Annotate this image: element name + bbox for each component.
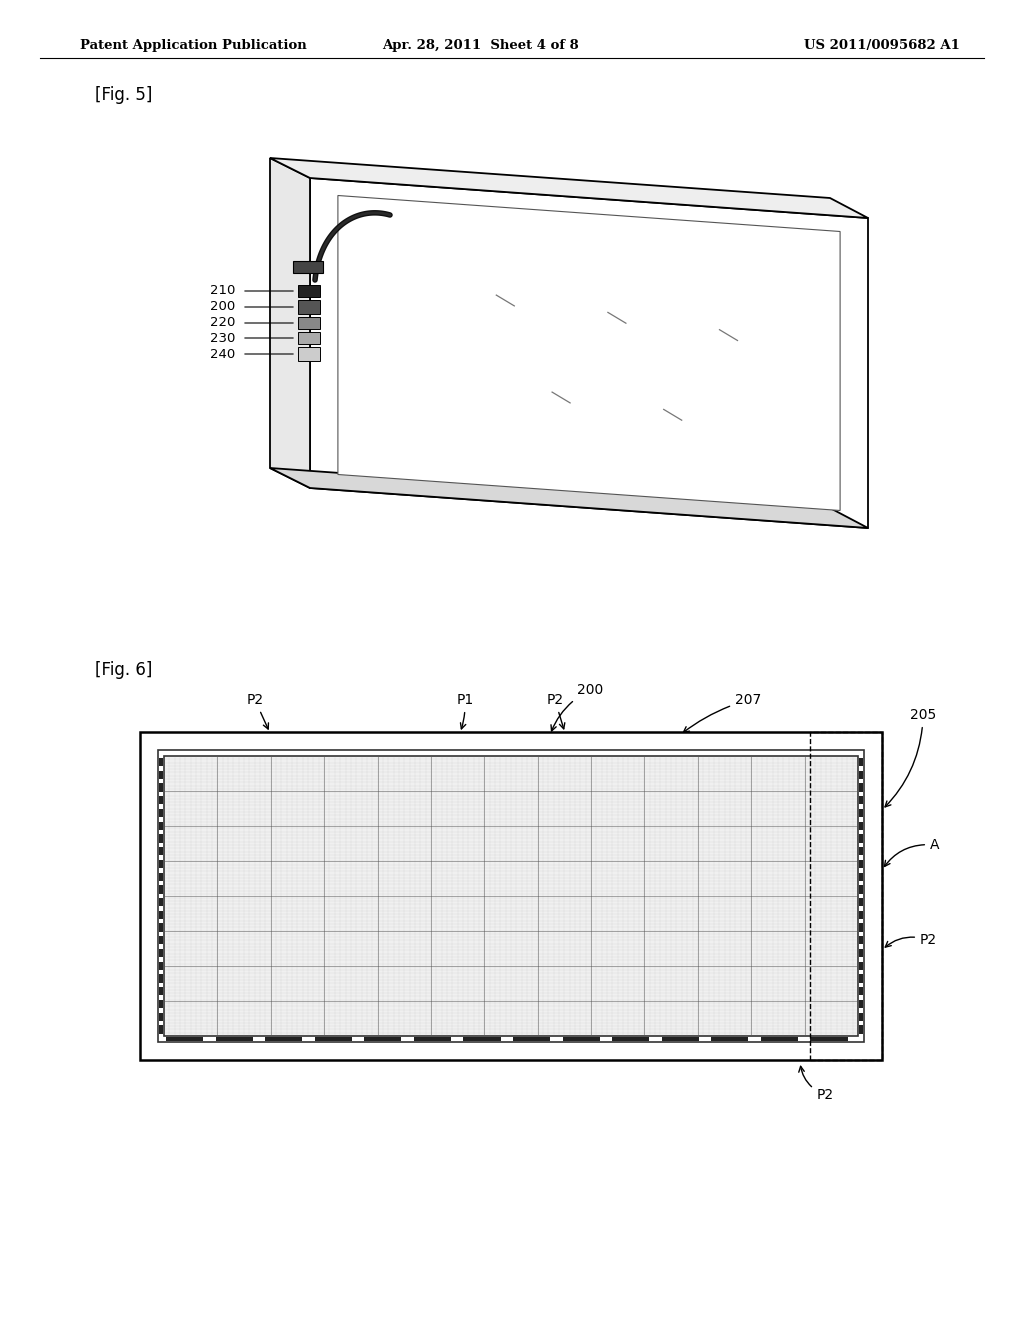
Bar: [159, 796, 163, 804]
Bar: [159, 987, 163, 995]
Bar: [859, 962, 863, 970]
Bar: [859, 834, 863, 842]
Bar: [712, 1038, 749, 1041]
Bar: [859, 859, 863, 869]
Bar: [159, 859, 163, 869]
Bar: [513, 1038, 550, 1041]
Bar: [859, 999, 863, 1008]
Polygon shape: [310, 178, 868, 528]
Bar: [159, 974, 163, 982]
Text: 220: 220: [210, 317, 236, 330]
Bar: [159, 924, 163, 932]
Bar: [859, 796, 863, 804]
Text: 207: 207: [683, 693, 761, 733]
Bar: [859, 974, 863, 982]
Bar: [464, 1038, 501, 1041]
Bar: [298, 300, 319, 314]
Bar: [761, 1038, 798, 1041]
Text: US 2011/0095682 A1: US 2011/0095682 A1: [804, 38, 961, 51]
Bar: [166, 1038, 203, 1041]
Bar: [159, 1012, 163, 1020]
Bar: [859, 1026, 863, 1034]
Bar: [159, 911, 163, 919]
Polygon shape: [270, 469, 868, 528]
Text: A: A: [885, 838, 939, 866]
Bar: [859, 784, 863, 792]
Bar: [859, 809, 863, 817]
Text: [Fig. 5]: [Fig. 5]: [95, 86, 153, 104]
Bar: [662, 1038, 699, 1041]
Bar: [859, 936, 863, 944]
Bar: [298, 317, 319, 329]
Text: Apr. 28, 2011  Sheet 4 of 8: Apr. 28, 2011 Sheet 4 of 8: [382, 38, 579, 51]
Bar: [159, 898, 163, 907]
Bar: [414, 1038, 451, 1041]
Bar: [612, 1038, 649, 1041]
Bar: [298, 285, 319, 297]
Polygon shape: [338, 195, 840, 511]
Bar: [859, 924, 863, 932]
Bar: [265, 1038, 302, 1041]
Bar: [859, 821, 863, 830]
Text: Patent Application Publication: Patent Application Publication: [80, 38, 307, 51]
Bar: [159, 834, 163, 842]
Polygon shape: [270, 158, 868, 218]
Text: 205: 205: [885, 708, 936, 807]
Bar: [159, 999, 163, 1008]
Bar: [298, 347, 319, 360]
Bar: [859, 771, 863, 779]
Bar: [159, 784, 163, 792]
Bar: [859, 911, 863, 919]
Bar: [859, 898, 863, 907]
Text: P1: P1: [457, 693, 474, 729]
Bar: [159, 809, 163, 817]
Bar: [562, 1038, 600, 1041]
Bar: [164, 756, 858, 1036]
Text: P2: P2: [247, 693, 268, 729]
Bar: [365, 1038, 401, 1041]
Text: P2: P2: [547, 693, 565, 729]
Bar: [140, 733, 882, 1060]
Bar: [159, 758, 163, 767]
Text: P2: P2: [799, 1067, 834, 1102]
Bar: [159, 1026, 163, 1034]
Bar: [859, 987, 863, 995]
Bar: [216, 1038, 253, 1041]
Text: 200: 200: [210, 301, 236, 314]
Text: [Fig. 6]: [Fig. 6]: [95, 661, 153, 678]
Bar: [159, 949, 163, 957]
Bar: [293, 261, 323, 273]
Bar: [859, 949, 863, 957]
Polygon shape: [270, 158, 310, 488]
Bar: [159, 873, 163, 880]
Bar: [159, 821, 163, 830]
Bar: [159, 962, 163, 970]
Bar: [859, 758, 863, 767]
Bar: [810, 1038, 848, 1041]
Text: 210: 210: [210, 285, 236, 297]
Bar: [159, 936, 163, 944]
Bar: [859, 847, 863, 855]
Bar: [158, 750, 864, 1041]
Bar: [159, 847, 163, 855]
Bar: [314, 1038, 352, 1041]
Bar: [298, 333, 319, 345]
Bar: [859, 873, 863, 880]
Text: 200: 200: [551, 682, 603, 731]
Bar: [859, 1012, 863, 1020]
Text: 230: 230: [210, 331, 236, 345]
Bar: [859, 886, 863, 894]
Text: 240: 240: [210, 347, 236, 360]
Bar: [159, 771, 163, 779]
Bar: [159, 886, 163, 894]
Bar: [810, 733, 882, 1060]
Text: P2: P2: [886, 933, 937, 948]
